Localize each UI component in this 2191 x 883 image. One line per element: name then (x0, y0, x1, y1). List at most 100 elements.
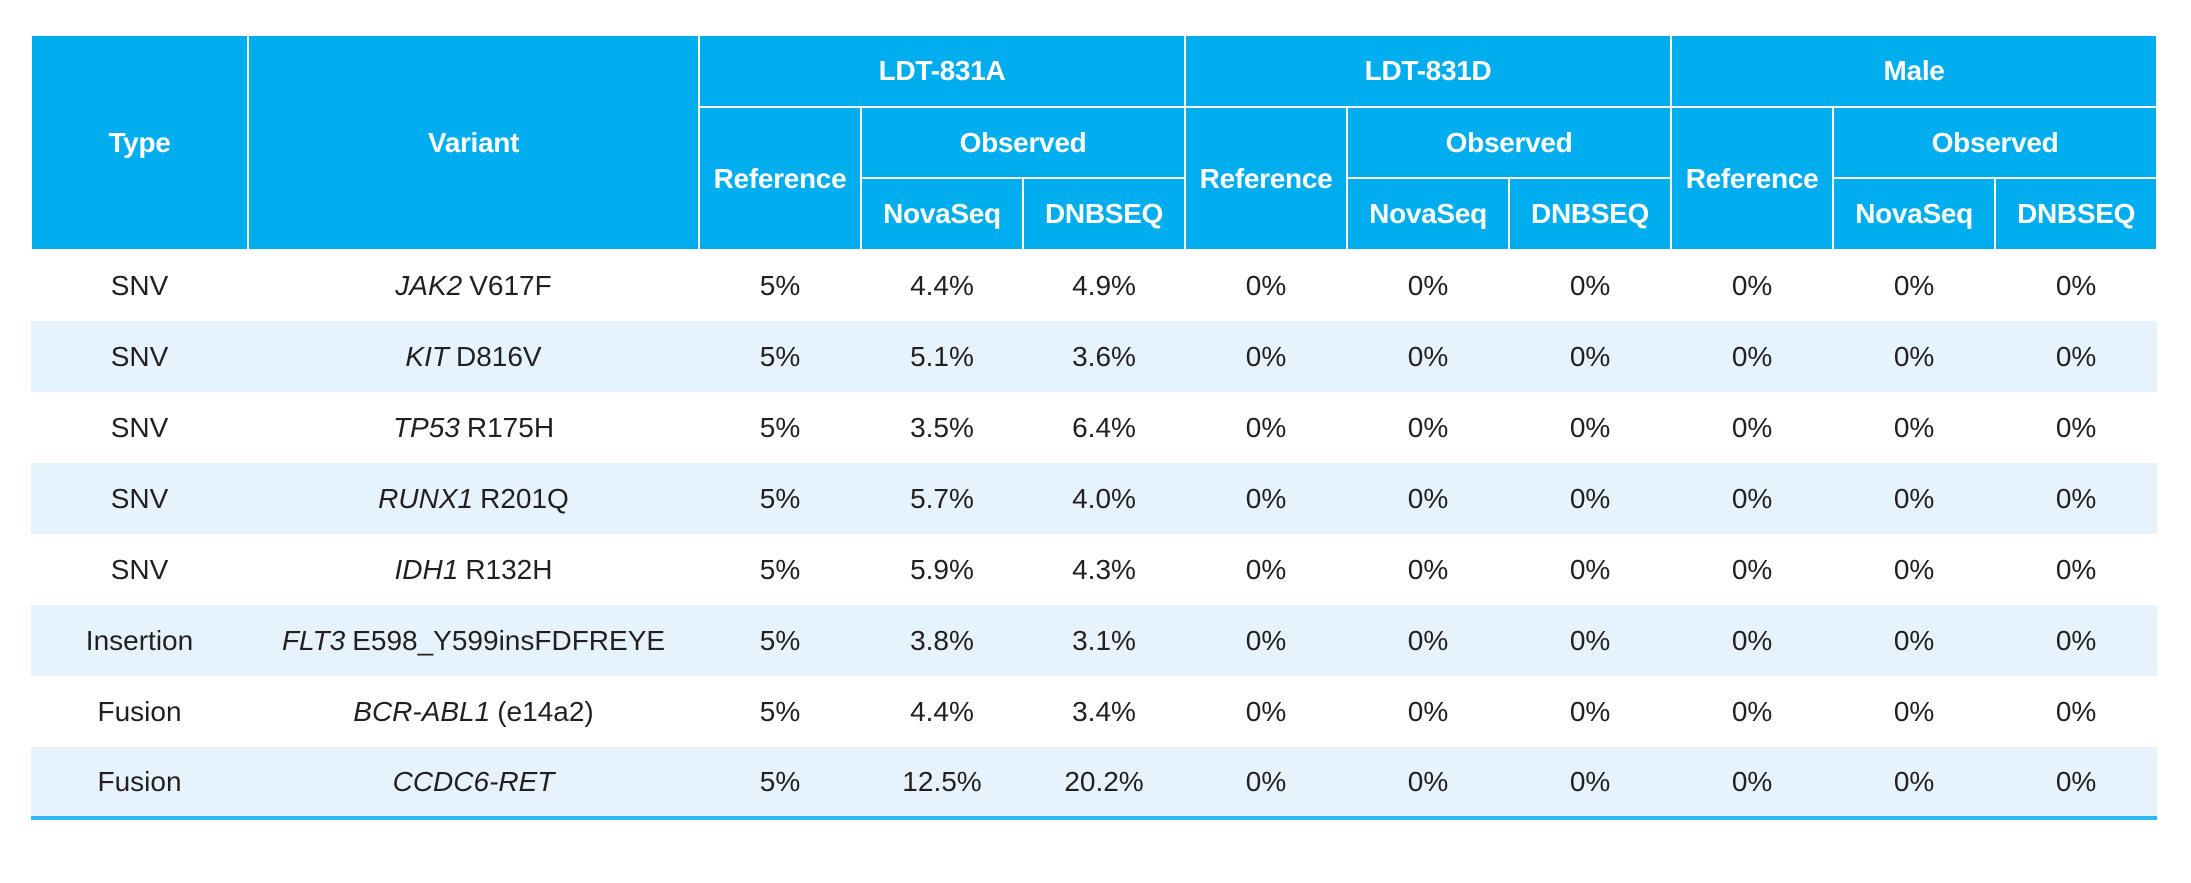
col-header-observed-2: Observed (1346, 106, 1673, 179)
value-cell: 20.2% (1064, 765, 1144, 797)
value-cell: 0% (1407, 482, 1449, 514)
value-cell: 4.4% (910, 270, 974, 301)
value-cell: 5.7% (910, 482, 974, 514)
table-row: SNV KIT D816V 5% 5.1% 3.6% 0% 0% 0% 0% 0% 0% (31, 321, 2158, 392)
variant-suffix: R175H (466, 411, 555, 443)
col-header-dnbseq-1: DNBSEQ (1021, 177, 1187, 251)
variant-type-cell: Insertion (85, 624, 194, 656)
value-cell: 6.4% (1072, 411, 1136, 443)
value-cell: 0% (2055, 270, 2097, 301)
col-header-novaseq-1: NovaSeq (860, 177, 1024, 251)
table-row: SNV JAK2 V617F 5% 4.4% 4.9% 0% 0% 0% 0% 0% 0% (31, 250, 2158, 321)
header-row-observed: Reference Observed Reference Observed Re… (31, 106, 2159, 251)
value-cell: 5% (759, 482, 801, 514)
value-cell: 0% (1893, 270, 1935, 301)
value-cell: 0% (1407, 624, 1449, 656)
group-header-ldt-831a: LDT-831A (697, 34, 1187, 108)
value-cell: 0% (1893, 340, 1935, 372)
gene-name: TP53 (392, 411, 460, 443)
col-header-dnbseq-2: DNBSEQ (1508, 177, 1673, 251)
col-header-dnbseq-3: DNBSEQ (1994, 177, 2159, 251)
value-cell: 5% (759, 765, 801, 797)
value-cell: 0% (1731, 765, 1773, 797)
col-header-observed-1: Observed (859, 106, 1187, 179)
variant-cell: CCDC6-RET (248, 747, 699, 818)
value-cell: 0% (1245, 765, 1287, 797)
table-header: Type Variant LDT-831A LDT-831D Male Refe… (30, 34, 2159, 251)
table-row: Fusion BCR-ABL1 (e14a2) 5% 4.4% 3.4% 0% 0% 0% 0% 0… (31, 676, 2158, 747)
value-cell: 3.8% (910, 624, 974, 656)
value-cell: 0% (1245, 553, 1287, 585)
value-cell: 0% (1893, 411, 1935, 443)
variant-type-cell: SNV (110, 340, 169, 372)
value-cell: 4.3% (1072, 553, 1136, 585)
col-header-reference-3: Reference (1670, 106, 1835, 251)
variant-suffix: (e14a2) (497, 695, 594, 727)
gene-name: IDH1 (394, 553, 459, 585)
value-cell: 0% (1245, 695, 1287, 727)
value-cell: 5.1% (910, 340, 974, 372)
value-cell: 0% (1407, 411, 1449, 443)
value-cell: 0% (2055, 624, 2097, 656)
variant-suffix: V617F (469, 270, 552, 301)
value-cell: 0% (1569, 270, 1611, 301)
table-row: Insertion FLT3 E598_Y599insFDFREYE 5% 3.8% 3.… (31, 605, 2158, 676)
gene-name: JAK2 (395, 270, 463, 301)
variant-type-cell: SNV (110, 482, 169, 514)
value-cell: 3.5% (910, 411, 974, 443)
group-header-male: Male (1670, 34, 2159, 108)
value-cell: 5% (759, 553, 801, 585)
col-header-reference-1: Reference (698, 106, 862, 251)
value-cell: 0% (1407, 553, 1449, 585)
value-cell: 5% (759, 411, 801, 443)
value-cell: 0% (1245, 482, 1287, 514)
value-cell: 0% (1245, 411, 1287, 443)
value-cell: 5% (759, 340, 801, 372)
value-cell: 0% (1569, 624, 1611, 656)
value-cell: 0% (1893, 695, 1935, 727)
value-cell: 5% (759, 695, 801, 727)
value-cell: 0% (1407, 270, 1449, 301)
value-cell: 0% (1407, 765, 1449, 797)
value-cell: 0% (1245, 340, 1287, 372)
value-cell: 5% (759, 624, 801, 656)
value-cell: 0% (1407, 340, 1449, 372)
variant-cell: KIT D816V (248, 321, 699, 392)
variant-suffix: R201Q (480, 482, 569, 514)
variant-type-cell: SNV (110, 270, 169, 301)
gene-name: FLT3 (281, 624, 346, 656)
variant-cell: RUNX1 R201Q (248, 463, 699, 534)
group-header-ldt-831d: LDT-831D (1184, 34, 1673, 108)
variant-suffix: D816V (455, 340, 542, 372)
gene-name: BCR-ABL1 (353, 695, 491, 727)
col-header-observed-3: Observed (1832, 106, 2159, 179)
value-cell: 0% (1245, 270, 1287, 301)
value-cell: 12.5% (902, 765, 982, 797)
value-cell: 0% (1569, 482, 1611, 514)
variant-cell: IDH1 R132H (248, 534, 699, 605)
value-cell: 0% (2055, 553, 2097, 585)
value-cell: 0% (2055, 482, 2097, 514)
col-header-novaseq-3: NovaSeq (1832, 177, 1997, 251)
value-cell: 4.4% (910, 695, 974, 727)
variant-type-cell: Fusion (97, 695, 182, 727)
value-cell: 5.9% (910, 553, 974, 585)
table-row: SNV IDH1 R132H 5% 5.9% 4.3% 0% 0% 0% 0% 0% 0% (31, 534, 2158, 605)
variant-cell: BCR-ABL1 (e14a2) (248, 676, 699, 747)
value-cell: 0% (1569, 553, 1611, 585)
value-cell: 0% (1731, 340, 1773, 372)
value-cell: 0% (1731, 482, 1773, 514)
variant-suffix: R132H (465, 553, 553, 585)
value-cell: 4.9% (1072, 270, 1136, 301)
gene-name: RUNX1 (378, 482, 474, 514)
variant-cell: FLT3 E598_Y599insFDFREYE (248, 605, 699, 676)
variant-cell: JAK2 V617F (248, 250, 699, 321)
value-cell: 0% (2055, 765, 2097, 797)
col-header-type: Type (30, 34, 249, 251)
gene-name: CCDC6-RET (392, 765, 555, 797)
value-cell: 3.1% (1072, 624, 1136, 656)
value-cell: 0% (1569, 411, 1611, 443)
value-cell: 0% (1731, 695, 1773, 727)
table-row: Fusion CCDC6-RET 5% 12.5% 20.2% 0% 0% 0% 0% 0% 0% (31, 747, 2158, 818)
gene-name: KIT (405, 340, 449, 372)
